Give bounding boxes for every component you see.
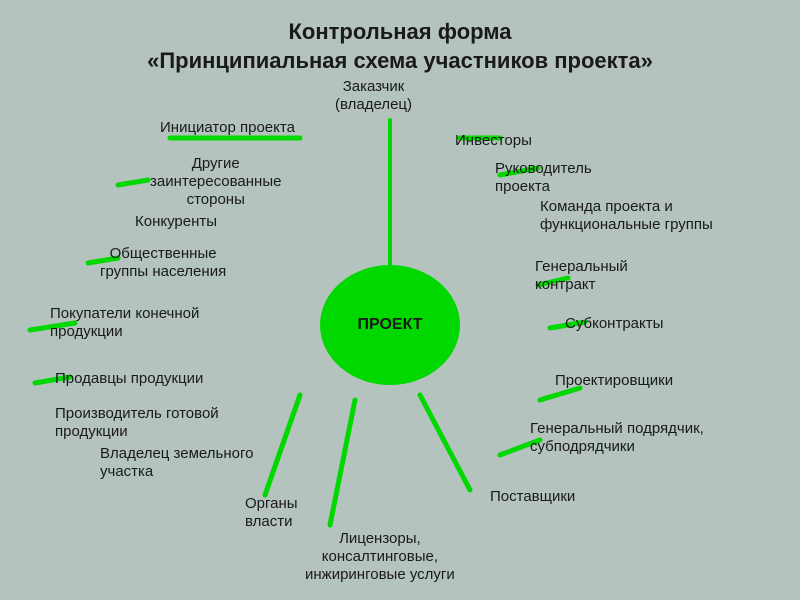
label-land_owner: Владелец земельногоучастка xyxy=(100,445,253,481)
label-public_groups: Общественныегруппы населения xyxy=(100,245,226,281)
label-producer: Производитель готовойпродукции xyxy=(55,405,219,441)
label-manager: Руководительпроекта xyxy=(495,160,592,196)
label-investors: Инвесторы xyxy=(455,132,532,150)
label-other_interested: Другиезаинтересованныестороны xyxy=(150,155,281,209)
label-authorities: Органывласти xyxy=(245,495,298,531)
label-designers: Проектировщики xyxy=(555,372,673,390)
label-gen_contract: Генеральныйконтракт xyxy=(535,258,628,294)
label-competitors: Конкуренты xyxy=(135,213,217,231)
label-licensors: Лицензоры,консалтинговые,инжиринговые ус… xyxy=(305,530,455,584)
label-customer: Заказчик(владелец) xyxy=(335,78,412,114)
label-gen_contractor: Генеральный подрядчик,субподрядчики xyxy=(530,420,704,456)
center-node: ПРОЕКТ xyxy=(320,265,460,385)
center-label: ПРОЕКТ xyxy=(357,316,422,334)
label-buyers: Покупатели конечнойпродукции xyxy=(50,305,199,341)
label-sellers: Продавцы продукции xyxy=(55,370,203,388)
label-suppliers: Поставщики xyxy=(490,488,575,506)
label-subcontracts: Субконтракты xyxy=(565,315,663,333)
label-initiator: Инициатор проекта xyxy=(160,119,295,137)
label-team: Команда проекта ифункциональные группы xyxy=(540,198,713,234)
